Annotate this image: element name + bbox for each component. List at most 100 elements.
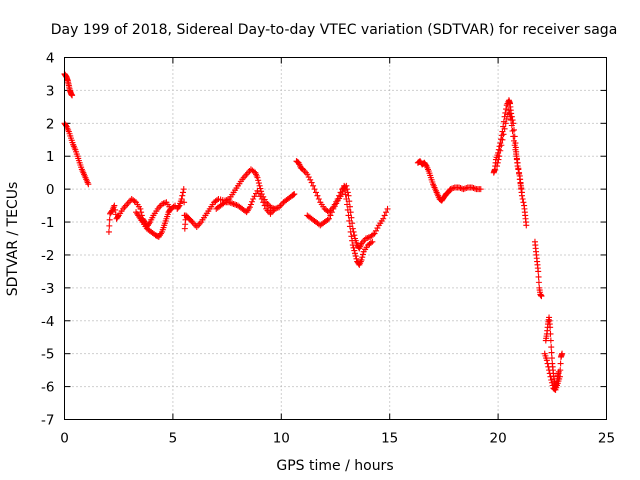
y-tick-label: -5 [41, 347, 54, 363]
data-point [369, 238, 376, 245]
data-point [344, 206, 351, 213]
y-tick-label: -7 [41, 413, 54, 429]
data-point [179, 192, 186, 199]
data-point [494, 159, 501, 166]
data-point [422, 162, 429, 169]
data-point [106, 222, 113, 229]
data-point [380, 215, 387, 222]
data-point [260, 199, 267, 206]
data-point [256, 182, 263, 189]
data-point [513, 155, 520, 162]
x-tick-label: 15 [381, 431, 398, 447]
data-point [180, 189, 187, 196]
data-point [358, 256, 365, 263]
data-point [328, 209, 335, 216]
data-point [305, 174, 312, 181]
data-point [516, 170, 523, 177]
data-point [85, 181, 92, 188]
x-tick-label: 25 [598, 431, 615, 447]
plot-frame [64, 57, 607, 420]
data-point [345, 212, 352, 219]
data-point [547, 324, 554, 331]
data-point [175, 203, 182, 210]
y-axis-ticks: 4 3 2 1 0 -1 -2 -3 -4 -5 -6 -7 [41, 51, 607, 429]
x-tick-label: 20 [490, 431, 507, 447]
y-tick-label: 2 [46, 116, 55, 132]
data-point [512, 146, 519, 153]
data-point [137, 205, 144, 212]
y-tick-label: -6 [41, 380, 54, 396]
data-point [499, 136, 506, 143]
data-point [559, 350, 566, 357]
data-point [331, 203, 338, 210]
data-point [255, 180, 262, 187]
data-point [114, 213, 121, 220]
data-point [543, 357, 550, 364]
data-point [346, 217, 353, 224]
data-point [383, 209, 390, 216]
data-point [325, 215, 332, 222]
data-point [62, 122, 69, 129]
data-point [511, 142, 518, 149]
y-tick-label: 1 [46, 149, 55, 165]
data-point [497, 147, 504, 154]
data-point [371, 230, 378, 237]
data-point [315, 196, 322, 203]
data-point [506, 110, 513, 117]
data-point [535, 279, 542, 286]
data-point [557, 360, 564, 367]
data-point [347, 228, 354, 235]
y-tick-label: -1 [41, 215, 54, 231]
data-point [500, 131, 507, 138]
data-point [503, 106, 510, 113]
data-point [503, 115, 510, 122]
data-point [350, 244, 357, 251]
data-point [556, 373, 563, 380]
data-point [548, 344, 555, 351]
y-tick-label: -4 [41, 314, 54, 330]
data-point [131, 198, 138, 205]
data-point [255, 190, 262, 197]
data-point [501, 125, 508, 132]
data-point [138, 209, 145, 216]
data-point [181, 199, 188, 206]
data-point [352, 250, 359, 257]
data-point [510, 133, 517, 140]
data-point [513, 151, 520, 158]
data-point [505, 107, 512, 114]
data-point [370, 231, 377, 238]
data-point [261, 202, 268, 209]
data-point [517, 180, 524, 187]
data-point [291, 191, 298, 198]
data-point [548, 379, 555, 386]
data-point [518, 189, 525, 196]
data-point [251, 193, 258, 200]
data-point [257, 193, 264, 200]
y-tick-label: 0 [46, 182, 55, 198]
data-point [342, 191, 349, 198]
data-point [545, 363, 552, 370]
data-point [246, 204, 253, 211]
data-point [548, 377, 555, 384]
data-point [167, 206, 174, 213]
data-point [547, 373, 554, 380]
data-point [359, 254, 366, 261]
data-point [548, 349, 555, 356]
data-point [254, 187, 261, 194]
data-point [507, 113, 514, 120]
data-point [307, 176, 314, 183]
y-axis-label: SDTVAR / TECUs [5, 182, 21, 297]
data-point [111, 202, 118, 209]
data-point [180, 186, 187, 193]
data-point [271, 205, 278, 212]
x-axis-ticks: 0 5 10 15 20 25 [60, 57, 615, 447]
data-point [349, 242, 356, 249]
data-point [516, 176, 523, 183]
y-tick-label: 4 [46, 51, 55, 67]
data-point [498, 142, 505, 149]
data-point [106, 216, 113, 223]
data-point [250, 196, 257, 203]
data-point [502, 120, 509, 127]
data-point [508, 122, 515, 129]
data-point [510, 126, 517, 133]
